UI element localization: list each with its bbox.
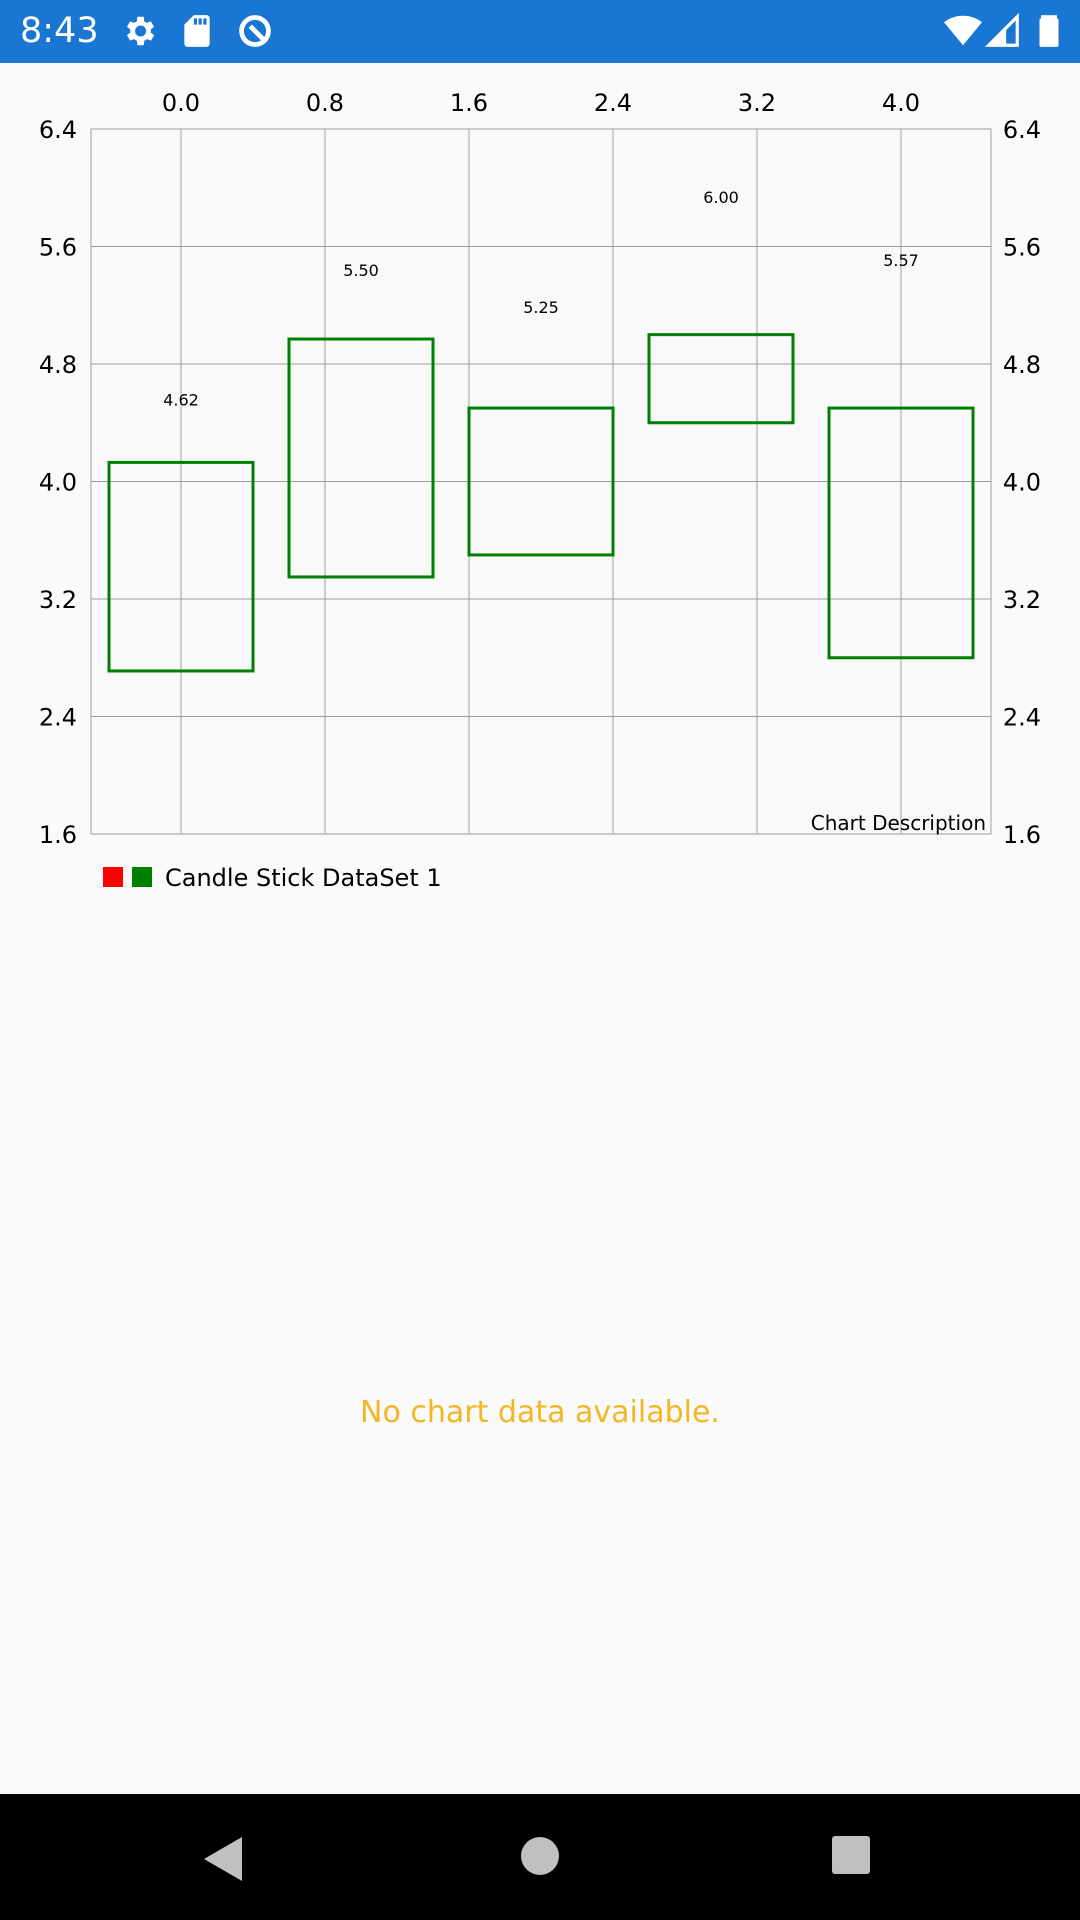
sd-card-icon	[184, 15, 210, 47]
x-tick-label: 1.6	[450, 89, 488, 117]
y-tick-label-right: 6.4	[1003, 116, 1041, 144]
y-tick-label-right: 5.6	[1003, 234, 1041, 262]
y-tick-label-right: 2.4	[1003, 704, 1041, 732]
cell-signal-icon	[984, 12, 1019, 47]
navigation-bar	[0, 1794, 1080, 1920]
candle-body	[467, 406, 615, 557]
y-tick-label-right: 4.0	[1003, 469, 1041, 497]
home-icon[interactable]	[519, 1835, 561, 1877]
candle-value-label: 5.50	[343, 261, 379, 280]
gear-icon	[126, 16, 155, 46]
candlestick-chart[interactable]: 1.6 1.6 2.4 2.4 3.2 3.2 4.0 4.0 4.8 4.8 5.6 5.6 6.4 6…	[0, 63, 1080, 1794]
y-tick-label-left: 1.6	[39, 821, 77, 849]
back-icon[interactable]	[200, 1834, 250, 1884]
candle-value-label: 6.00	[703, 188, 739, 207]
x-tick-label: 3.2	[738, 89, 776, 117]
wifi-icon	[944, 15, 982, 46]
candle-body	[647, 333, 795, 425]
chart-description: Chart Description	[811, 811, 986, 835]
y-tick-label-left: 5.6	[39, 234, 77, 262]
candle-body	[287, 337, 435, 579]
y-tick-label-left: 4.0	[39, 469, 77, 497]
candle-value-label: 5.25	[523, 298, 559, 317]
status-time: 8:43	[20, 11, 99, 51]
candle-body	[827, 406, 975, 660]
candle-value-label: 4.62	[163, 390, 199, 409]
plot-border	[90, 128, 992, 835]
battery-icon	[1039, 15, 1059, 47]
y-tick-label-right: 4.8	[1003, 351, 1041, 379]
x-tick-label: 2.4	[594, 89, 632, 117]
y-tick-label-right: 3.2	[1003, 586, 1041, 614]
sync-icon	[239, 15, 271, 47]
y-tick-label-left: 3.2	[39, 586, 77, 614]
y-tick-label-right: 1.6	[1003, 821, 1041, 849]
no-chart-data-message: No chart data available.	[360, 1395, 720, 1430]
y-tick-label-left: 4.8	[39, 351, 77, 379]
candle-body	[107, 460, 255, 673]
y-tick-label-left: 6.4	[39, 116, 77, 144]
status-bar: 8:43	[0, 0, 1080, 63]
recents-icon[interactable]	[830, 1834, 872, 1876]
legend-label: Candle Stick DataSet 1	[165, 864, 442, 892]
x-tick-label: 0.0	[162, 89, 200, 117]
candle-value-label: 5.57	[883, 251, 919, 270]
legend-color-decreasing	[103, 867, 123, 887]
x-tick-label: 0.8	[306, 89, 344, 117]
legend-color-increasing	[132, 867, 152, 887]
x-tick-label: 4.0	[882, 89, 920, 117]
candlestick-chart-svg: 1.6 1.6 2.4 2.4 3.2 3.2 4.0 4.0 4.8 4.8 5.6 5.6 6.4 6…	[39, 89, 1041, 892]
y-tick-label-left: 2.4	[39, 704, 77, 732]
